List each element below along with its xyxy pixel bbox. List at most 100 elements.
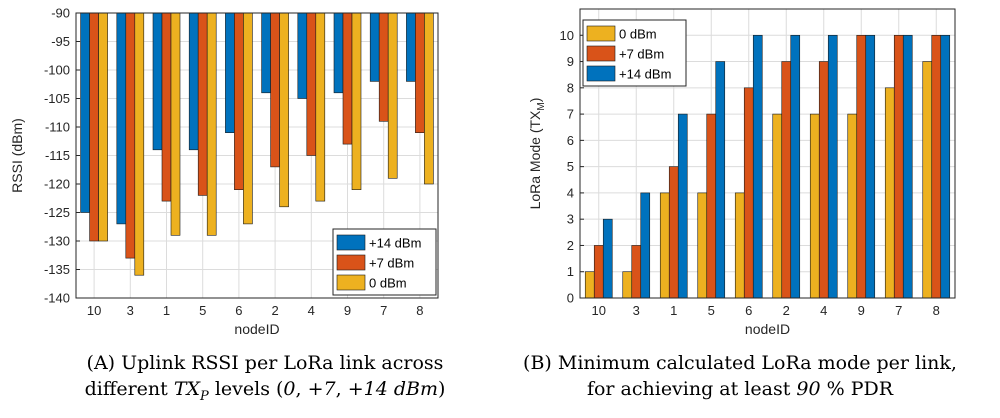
- x-tick-label: 5: [708, 303, 715, 318]
- bar: [584, 271, 595, 299]
- bar: [884, 87, 895, 299]
- bar: [772, 113, 783, 299]
- y-tick-label: -120: [44, 177, 70, 192]
- bar: [98, 12, 108, 242]
- bar: [856, 34, 867, 299]
- x-tick-label: 2: [783, 303, 790, 318]
- bar: [602, 218, 613, 299]
- y-tick-label: 9: [567, 54, 574, 69]
- bar: [152, 12, 163, 151]
- bar: [315, 12, 326, 202]
- bar: [225, 12, 235, 133]
- bar: [424, 12, 434, 185]
- legend-swatch: [586, 25, 616, 42]
- bar: [659, 192, 670, 299]
- x-tick-label: 1: [163, 303, 170, 318]
- x-tick-label: 4: [308, 303, 315, 318]
- x-tick-label: 7: [895, 303, 902, 318]
- x-tick-label: 8: [933, 303, 940, 318]
- x-tick-label: 10: [592, 303, 606, 318]
- bar: [790, 34, 801, 299]
- bar: [668, 166, 679, 299]
- y-tick-label: 3: [567, 212, 574, 227]
- y-tick-label: 7: [567, 107, 574, 122]
- legend-label: 0 dBm: [619, 27, 657, 42]
- bar: [677, 113, 688, 299]
- y-tick-label: 6: [567, 133, 574, 148]
- legend-label: +14 dBm: [369, 236, 421, 251]
- legend-label: +14 dBm: [619, 67, 671, 82]
- bar: [197, 12, 208, 196]
- y-tick-label: -115: [45, 148, 70, 163]
- caption-b: (B) Minimum calculated LoRa mode per lin…: [490, 350, 990, 402]
- bar: [378, 12, 389, 122]
- caption-a-line2: different TXP levels (0, +7, +14 dBm): [84, 378, 446, 404]
- legend-swatch: [336, 274, 366, 291]
- bar: [706, 113, 717, 299]
- x-tick-label: 6: [745, 303, 752, 318]
- y-tick-label: -135: [44, 262, 70, 277]
- y-axis-label: LoRa Mode (TXM): [527, 98, 547, 210]
- bar: [752, 34, 763, 299]
- bar: [406, 12, 416, 82]
- y-tick-label: 2: [567, 238, 574, 253]
- bar: [243, 12, 253, 225]
- x-axis-label: nodeID: [234, 321, 279, 337]
- x-tick-label: 4: [820, 303, 827, 318]
- rssi-chart: -90 -95 -100 -105 -110 -115 -120 -125 -130 -135 -1…: [9, 6, 439, 337]
- x-tick-label: 1: [670, 303, 677, 318]
- x-tick-label: 3: [127, 303, 134, 318]
- bar: [134, 12, 145, 276]
- caption-b-line2: for achieving at least 90 % PDR: [586, 378, 894, 400]
- bar: [206, 12, 217, 236]
- legend-swatch: [586, 65, 616, 82]
- figure-canvas: -90 -95 -100 -105 -110 -115 -120 -125 -130 -135 -1…: [9, 6, 956, 337]
- bar: [161, 12, 172, 202]
- bar: [188, 12, 199, 151]
- bar: [847, 113, 858, 299]
- x-tick-label: 3: [633, 303, 640, 318]
- legend-swatch: [336, 254, 366, 271]
- legend-swatch: [336, 234, 366, 251]
- y-tick-label: -110: [45, 120, 70, 135]
- bar: [622, 271, 633, 299]
- x-tick-label: 9: [344, 303, 351, 318]
- y-tick-label: -130: [44, 234, 70, 249]
- y-tick-label: 10: [560, 28, 574, 43]
- caption-b-line1: (B) Minimum calculated LoRa mode per lin…: [523, 352, 957, 374]
- caption-a: (A) Uplink RSSI per LoRa link across dif…: [30, 350, 500, 410]
- bar: [922, 61, 933, 299]
- y-tick-label: -140: [44, 291, 70, 306]
- x-tick-label: 5: [199, 303, 206, 318]
- bar: [369, 12, 380, 82]
- bar: [351, 12, 362, 190]
- bar: [593, 245, 604, 299]
- bar: [931, 34, 942, 299]
- y-tick-label: -95: [51, 34, 70, 49]
- y-tick-label: 5: [567, 159, 574, 174]
- y-tick-label: 0: [567, 291, 574, 306]
- bar: [734, 192, 745, 299]
- y-tick-label: 8: [567, 80, 574, 95]
- bar: [715, 61, 726, 299]
- bar: [809, 113, 820, 299]
- bar: [415, 12, 425, 133]
- x-tick-label: 10: [87, 303, 101, 318]
- bar: [743, 87, 754, 299]
- bar: [279, 12, 289, 208]
- legend-label: +7 dBm: [619, 47, 664, 62]
- bar: [697, 192, 708, 299]
- x-tick-label: 9: [858, 303, 865, 318]
- lora-mode-chart: 0 1 2 3 4 5 6 7 8 9 10 10 3 1 5 6 2 4 9 7 8 nodeID LoRa Mode (…: [527, 8, 956, 337]
- y-tick-label: -100: [44, 63, 70, 78]
- x-tick-label: 2: [271, 303, 278, 318]
- bar: [297, 12, 308, 99]
- x-tick-label: 7: [380, 303, 387, 318]
- legend-label: +7 dBm: [369, 256, 414, 271]
- legend-swatch: [586, 45, 616, 62]
- bar: [234, 12, 244, 190]
- y-tick-label: 1: [567, 264, 574, 279]
- bar: [781, 61, 792, 299]
- y-tick-label: 4: [567, 185, 574, 200]
- bar: [342, 12, 353, 145]
